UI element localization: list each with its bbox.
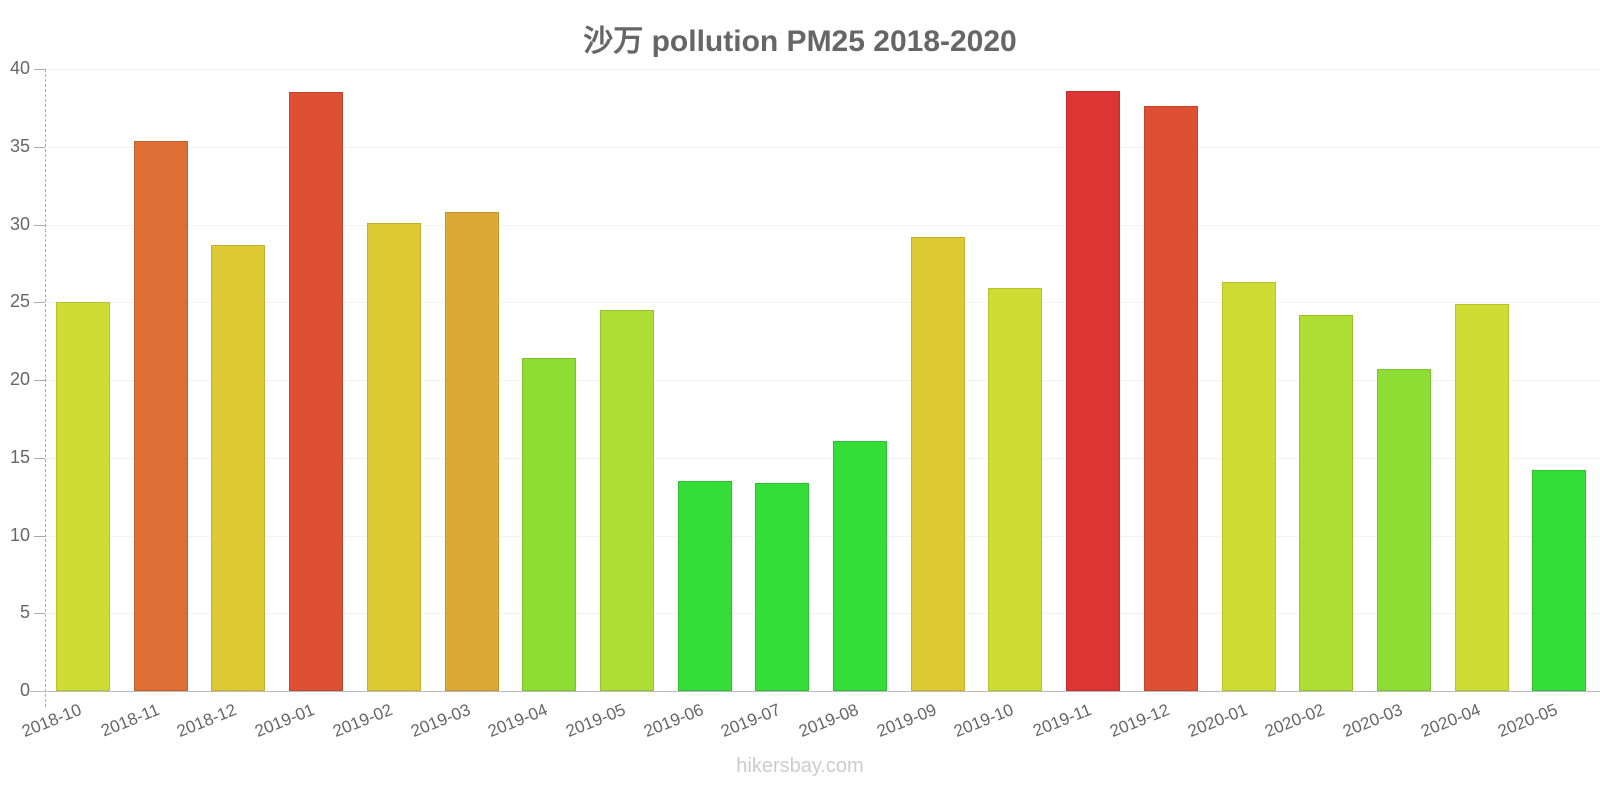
x-tick-label: 2019-06 [640, 700, 706, 741]
x-tick-label: 2019-11 [1030, 700, 1095, 741]
y-tick-mark [34, 380, 45, 381]
gridline [46, 613, 1600, 615]
y-tick-mark [34, 457, 45, 459]
bar-2019-05[interactable] [599, 310, 654, 691]
bar-2018-12[interactable] [211, 244, 266, 691]
gridline [46, 380, 1600, 381]
bar-2020-04[interactable] [1454, 303, 1509, 691]
bar-2019-08[interactable] [833, 440, 887, 691]
bar-2019-02[interactable] [366, 222, 421, 691]
bar-2020-02[interactable] [1299, 314, 1354, 691]
x-tick-label: 2020-05 [1495, 700, 1561, 741]
x-tick-label: 2019-07 [718, 700, 784, 741]
y-tick-mark [34, 69, 45, 70]
y-tick-label: 25 [9, 291, 30, 312]
bar-2019-12[interactable] [1143, 106, 1198, 691]
x-tick-label: 2019-04 [485, 700, 551, 741]
y-tick-label: 15 [9, 446, 30, 467]
bar-2020-03[interactable] [1376, 369, 1431, 691]
gridline [46, 146, 1600, 148]
bar-2018-11[interactable] [133, 140, 188, 691]
y-tick-label: 0 [19, 680, 30, 700]
x-tick-label: 2018-11 [97, 700, 162, 741]
bar-2019-03[interactable] [444, 212, 499, 691]
x-tick-label: 2018-12 [174, 700, 240, 741]
y-tick-mark [34, 224, 45, 226]
bar-2019-11[interactable] [1066, 90, 1121, 691]
y-tick-mark [34, 535, 45, 537]
x-axis-line [30, 691, 1600, 692]
x-tick-label: 2019-08 [796, 700, 862, 741]
x-tick-label: 2020-02 [1262, 700, 1328, 741]
gridline [46, 302, 1600, 304]
x-tick-label: 2019-12 [1106, 700, 1172, 741]
x-tick-label: 2019-01 [252, 700, 318, 741]
x-tick-label: 2019-05 [563, 700, 629, 741]
gridline [46, 69, 1600, 70]
plot-area [46, 69, 1600, 691]
bar-2019-10[interactable] [988, 288, 1043, 691]
gridline [46, 457, 1600, 459]
watermark: hikersbay.com [736, 755, 864, 777]
x-tick-label: 2019-10 [951, 700, 1017, 741]
y-tick-mark [34, 146, 45, 148]
bar-2020-01[interactable] [1221, 282, 1276, 691]
x-tick-label: 2019-09 [873, 700, 939, 741]
gridline [46, 224, 1600, 226]
x-tick-label: 2018-10 [19, 700, 85, 741]
y-tick-mark [34, 613, 45, 615]
y-tick-label: 35 [9, 135, 30, 156]
x-tick-label: 2019-02 [329, 700, 395, 741]
gridline [46, 535, 1600, 537]
x-tick-label: 2020-01 [1184, 700, 1250, 741]
x-tick-label: 2019-03 [407, 700, 473, 741]
y-tick-mark [34, 302, 45, 304]
y-tick-label: 40 [9, 58, 30, 78]
bar-2020-05[interactable] [1532, 470, 1587, 691]
x-tick-label: 2020-03 [1340, 700, 1406, 741]
bar-2019-01[interactable] [289, 92, 344, 691]
y-tick-label: 20 [9, 369, 30, 389]
y-tick-label: 10 [9, 524, 30, 545]
y-tick-label: 5 [19, 602, 30, 623]
x-tick-label: 2020-04 [1417, 700, 1483, 741]
bar-2019-04[interactable] [522, 358, 577, 691]
bar-2018-10[interactable] [56, 302, 110, 691]
bar-2019-07[interactable] [755, 482, 810, 691]
y-tick-label: 30 [9, 213, 30, 234]
bar-2019-06[interactable] [677, 481, 732, 691]
y-axis-line [45, 69, 46, 707]
bar-2019-09[interactable] [910, 236, 965, 691]
chart-title: 沙万 pollution PM25 2018-2020 [583, 25, 1017, 58]
